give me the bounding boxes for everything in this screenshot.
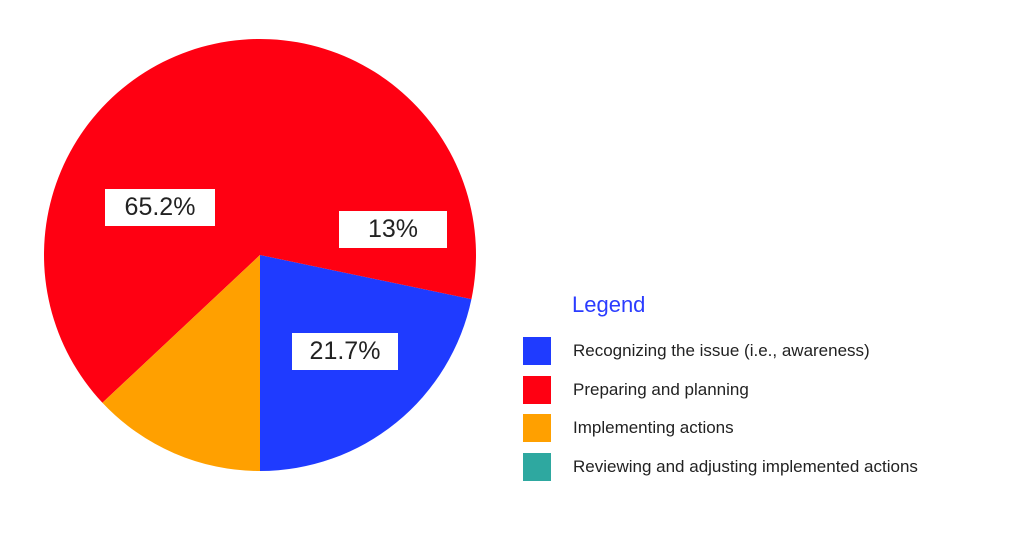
legend-label: Preparing and planning xyxy=(573,379,749,399)
slice-data-label: 65.2% xyxy=(105,189,215,226)
legend-swatch xyxy=(523,452,551,481)
legend-swatch xyxy=(523,414,551,442)
legend-label: Reviewing and adjusting implemented acti… xyxy=(573,456,918,476)
pie-slice xyxy=(44,39,477,403)
legend-item: Preparing and planning xyxy=(523,375,749,404)
legend-title: Legend xyxy=(572,292,646,317)
legend-swatch xyxy=(523,375,551,404)
legend-item: Implementing actions xyxy=(523,414,734,442)
legend-label: Recognizing the issue (i.e., awareness) xyxy=(573,341,870,360)
slice-data-label: 21.7% xyxy=(292,333,398,370)
legend-label: Implementing actions xyxy=(573,418,734,437)
legend-item: Reviewing and adjusting implemented acti… xyxy=(523,452,918,481)
slice-data-label: 13% xyxy=(339,211,447,248)
legend-swatch xyxy=(523,337,551,365)
legend-item: Recognizing the issue (i.e., awareness) xyxy=(523,337,870,365)
pie-slice xyxy=(102,255,260,471)
